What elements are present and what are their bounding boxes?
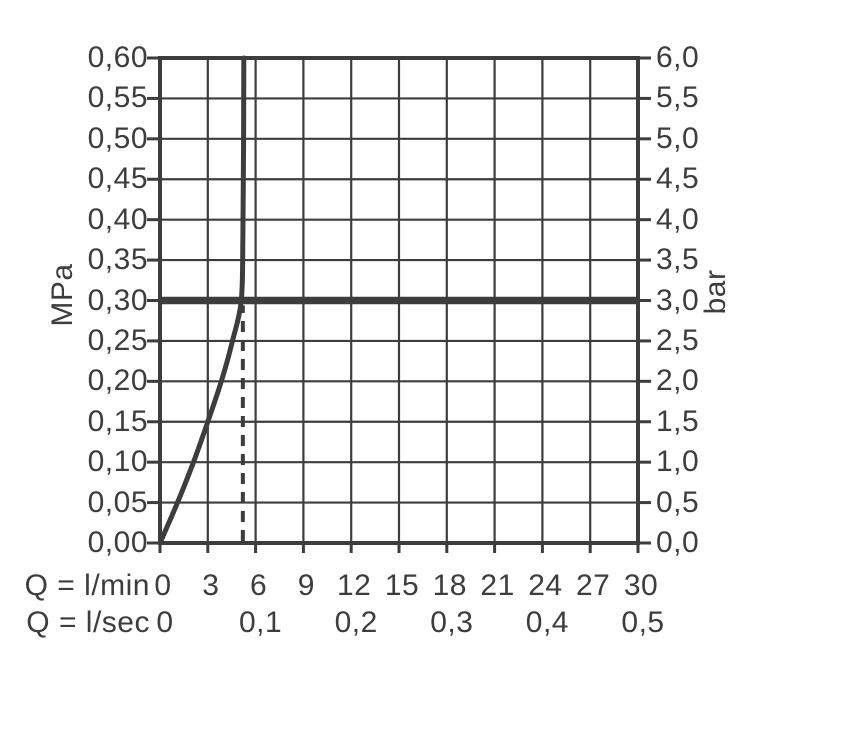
right-axis-tick-label: 0,0 (656, 526, 700, 559)
x-axis-lmin-tick-label: 6 (250, 569, 268, 602)
left-axis-tick-label: 0,35 (87, 243, 148, 277)
left-axis-tick-label: 0,30 (87, 283, 148, 317)
right-axis-tick-label: 6,0 (656, 41, 700, 74)
left-axis-tick-label: 0,50 (87, 121, 148, 155)
left-axis-tick-label: 0,40 (87, 202, 148, 236)
left-axis-tick-label: 0,45 (87, 162, 148, 196)
left-axis-tick-label: 0,60 (87, 41, 148, 74)
pressure-flow-curve (157, 55, 247, 546)
right-axis-tick-label: 3,0 (656, 283, 700, 317)
x-axis-lsec-tick-label: 0 (156, 606, 174, 639)
x-axis-lmin-tick-label: 0 (154, 569, 172, 602)
left-axis-tick-label: 0,25 (87, 323, 148, 357)
x-axis-lmin-tick-label: 21 (480, 569, 515, 602)
x-axis-lmin-tick-label: 30 (623, 569, 659, 602)
left-axis-unit-label: MPa (46, 263, 79, 327)
right-axis-tick-label: 2,5 (656, 323, 700, 357)
right-axis-tick-label: 5,5 (656, 81, 700, 115)
x-axis-lsec-label: Q = l/sec (26, 606, 150, 639)
left-axis-tick-label: 0,00 (87, 526, 148, 559)
x-axis-lmin-tick-label: 24 (528, 569, 563, 602)
x-axis-lmin-tick-label: 9 (297, 569, 315, 602)
left-axis-tick-label: 0,55 (87, 81, 148, 115)
x-axis-lmin-tick-label: 3 (202, 569, 220, 602)
left-axis-tick-label: 0,05 (87, 485, 148, 519)
right-axis-tick-label: 2,0 (656, 364, 700, 398)
x-axis-lmin-label: Q = l/min (24, 569, 150, 602)
x-axis-lsec-tick-label: 0,4 (525, 606, 569, 639)
left-axis-tick-label: 0,20 (87, 364, 148, 398)
right-axis-unit-label: bar (699, 269, 732, 315)
x-axis-lmin-tick-label: 27 (576, 569, 611, 602)
left-axis-tick-label: 0,15 (87, 404, 148, 438)
right-axis-tick-label: 1,5 (656, 404, 700, 438)
right-axis-tick-label: 4,5 (656, 162, 700, 196)
x-axis-lmin-tick-label: 15 (384, 569, 420, 602)
x-axis-lsec-tick-label: 0,3 (430, 606, 474, 639)
x-axis-lsec-tick-label: 0,1 (238, 606, 283, 639)
left-axis-tick-label: 0,10 (87, 445, 148, 479)
x-axis-lsec-tick-label: 0,5 (621, 606, 665, 639)
right-axis-tick-label: 5,0 (656, 121, 700, 155)
right-axis-tick-label: 3,5 (656, 243, 700, 277)
x-axis-lsec-tick-label: 0,2 (334, 606, 378, 639)
x-axis-lmin-tick-label: 12 (337, 569, 372, 602)
right-axis-tick-label: 0,5 (656, 485, 700, 519)
right-axis-tick-label: 4,0 (656, 202, 700, 236)
x-axis-lmin-tick-label: 18 (432, 569, 467, 602)
right-axis-tick-label: 1,0 (656, 445, 700, 479)
